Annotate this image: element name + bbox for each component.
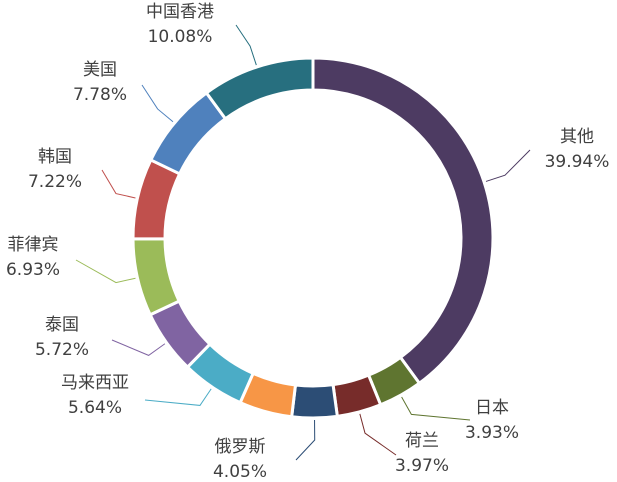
category-label: 泰国 (45, 315, 79, 335)
category-label: 荷兰 (405, 431, 439, 451)
value-label: 7.22% (28, 172, 82, 192)
value-label: 5.64% (68, 398, 122, 418)
category-label: 中国香港 (146, 2, 214, 22)
value-label: 4.05% (213, 462, 267, 482)
category-label: 马来西亚 (61, 373, 129, 393)
category-label: 美国 (83, 60, 117, 80)
donut-segment (131, 237, 182, 317)
donut-segment (290, 382, 340, 420)
leader-line (485, 149, 531, 182)
donut-segment (311, 56, 495, 386)
value-label: 5.72% (35, 340, 89, 360)
leader-line (235, 24, 257, 66)
leader-line (359, 413, 397, 456)
category-label: 其他 (560, 127, 594, 147)
category-label: 俄罗斯 (215, 437, 266, 457)
value-label: 7.78% (73, 85, 127, 105)
category-label: 日本 (475, 398, 509, 418)
leader-line (101, 169, 136, 199)
leader-line (144, 388, 212, 406)
leader-line (111, 339, 166, 356)
donut-segment (204, 56, 315, 121)
value-label: 3.97% (395, 456, 449, 476)
leader-line (75, 259, 136, 284)
value-label: 6.93% (6, 260, 60, 280)
category-label: 韩国 (38, 147, 72, 167)
value-label: 10.08% (148, 27, 213, 47)
leader-line (401, 396, 471, 421)
value-label: 39.94% (545, 152, 610, 172)
category-label: 菲律宾 (8, 235, 59, 255)
value-label: 3.93% (465, 423, 519, 443)
leader-line (295, 419, 316, 461)
leader-line (141, 84, 174, 123)
